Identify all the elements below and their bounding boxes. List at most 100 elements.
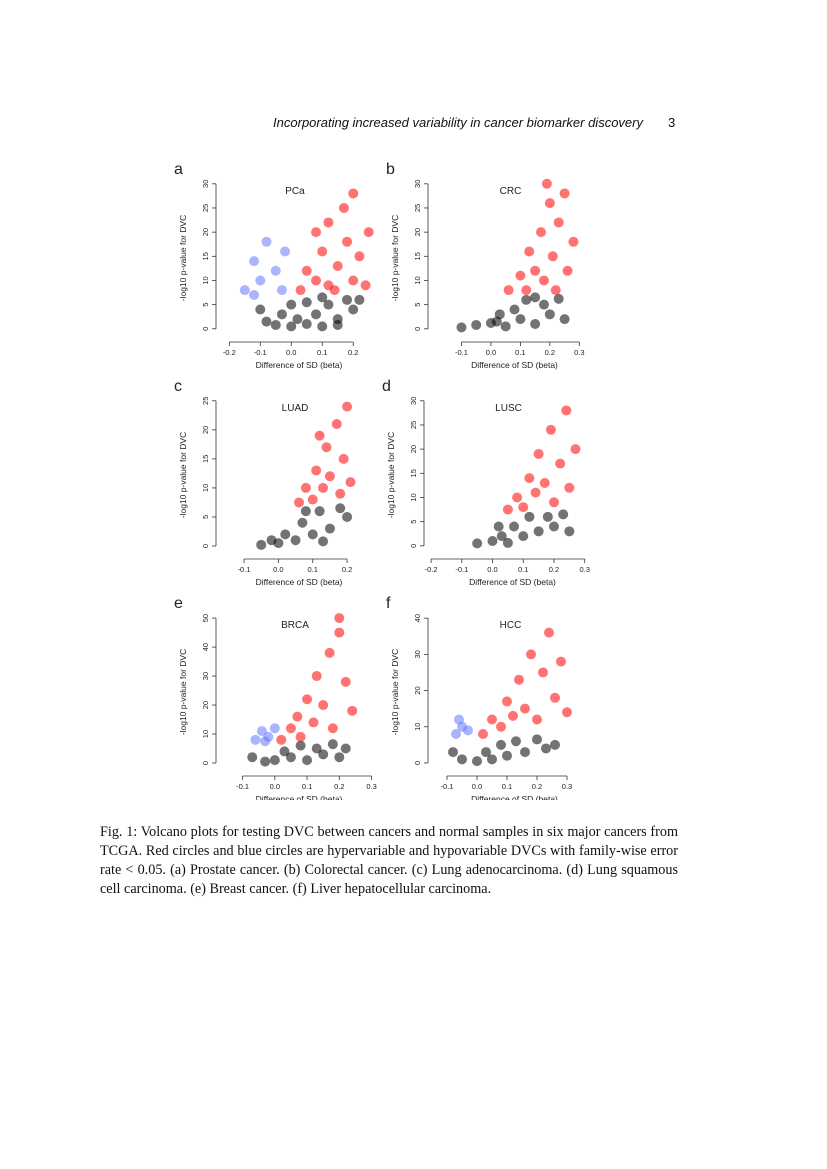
data-point [539, 477, 550, 488]
data-point [487, 754, 497, 765]
data-point [348, 275, 359, 286]
data-point [553, 217, 564, 228]
y-tick-label: 15 [201, 252, 210, 260]
data-point [487, 535, 498, 546]
data-point [269, 723, 280, 734]
panel-label: b [386, 161, 395, 178]
y-tick-label: 5 [413, 303, 422, 307]
data-point [334, 627, 345, 638]
x-tick-label: 0.3 [366, 782, 376, 791]
y-axis-label: -log10 p-value for DVC [390, 649, 400, 735]
x-tick-label: 0.0 [270, 782, 280, 791]
data-point [342, 401, 353, 412]
data-point [345, 477, 356, 488]
data-point [323, 299, 334, 310]
x-tick-label: 0.2 [545, 348, 555, 357]
data-point [294, 497, 304, 508]
data-point [276, 734, 287, 745]
x-tick-label: 0.3 [579, 565, 589, 574]
data-point [530, 318, 541, 329]
data-point [318, 482, 329, 493]
data-point [300, 506, 311, 517]
data-point [317, 246, 328, 257]
data-point [556, 656, 566, 667]
data-point [250, 734, 261, 745]
data-point [308, 717, 319, 728]
y-tick-label: 5 [409, 520, 418, 524]
y-axis-label: -log10 p-value for DVC [178, 215, 188, 301]
data-point [338, 202, 349, 213]
data-point [553, 293, 564, 304]
x-tick-label: 0.1 [518, 565, 528, 574]
data-point [269, 755, 280, 766]
data-point [247, 752, 258, 763]
data-point [457, 754, 467, 765]
y-tick-label: 0 [201, 761, 210, 765]
y-axis-label: -log10 p-value for DVC [178, 432, 188, 518]
y-tick-label: 40 [413, 614, 422, 622]
data-point [314, 430, 325, 441]
data-point [280, 246, 291, 257]
data-point [317, 292, 328, 303]
panel: f HCC -log10 p-value for DVC Difference of … [386, 595, 572, 800]
data-point [342, 294, 353, 305]
x-tick-label: 0.1 [502, 782, 512, 791]
data-point [311, 671, 322, 682]
data-point [538, 667, 548, 678]
data-point [542, 511, 553, 522]
x-tick-label: 0.1 [317, 348, 327, 357]
x-tick-label: -0.1 [254, 348, 267, 357]
data-point [270, 319, 281, 330]
x-tick-label: 0.0 [472, 782, 482, 791]
data-point [530, 487, 541, 498]
data-point [285, 752, 296, 763]
y-tick-label: 25 [201, 397, 210, 405]
data-point [496, 721, 506, 732]
x-axis-label: Difference of SD (beta) [256, 577, 343, 587]
data-point [285, 723, 296, 734]
data-point [348, 188, 359, 199]
data-point [329, 285, 340, 296]
data-point [502, 696, 512, 707]
data-point [481, 747, 491, 758]
data-point [559, 188, 570, 199]
x-tick-label: 0.0 [487, 565, 497, 574]
data-point [544, 309, 555, 320]
data-point [276, 309, 287, 320]
y-tick-label: 25 [201, 204, 210, 212]
y-tick-label: 25 [413, 204, 422, 212]
data-point [502, 537, 513, 548]
panel: a PCa -log10 p-value for DVC Difference of … [174, 161, 374, 370]
x-tick-label: 0.0 [273, 565, 283, 574]
page-number: 3 [668, 115, 676, 130]
data-point [518, 531, 529, 542]
panel-label: a [174, 161, 183, 178]
data-point [564, 526, 575, 537]
x-tick-label: 0.1 [302, 782, 312, 791]
data-point [502, 750, 512, 761]
data-point [261, 316, 272, 327]
y-tick-label: 0 [413, 761, 422, 765]
data-point [548, 497, 559, 508]
data-point [249, 289, 260, 300]
data-point [518, 502, 529, 513]
data-point [544, 627, 554, 638]
data-point [340, 743, 351, 754]
data-point [270, 265, 281, 276]
data-point [347, 705, 358, 716]
y-tick-label: 40 [201, 643, 210, 651]
data-point [302, 755, 313, 766]
data-point [276, 285, 287, 296]
data-point [331, 419, 342, 430]
data-point [342, 511, 353, 522]
data-point [334, 613, 345, 624]
data-point [239, 285, 250, 296]
data-point [279, 746, 290, 757]
data-point [332, 319, 343, 330]
data-point [327, 723, 338, 734]
data-point [520, 703, 530, 714]
data-point [314, 506, 325, 517]
data-point [332, 260, 343, 271]
running-title: Incorporating increased variability in c… [273, 115, 643, 130]
data-point [295, 740, 306, 751]
